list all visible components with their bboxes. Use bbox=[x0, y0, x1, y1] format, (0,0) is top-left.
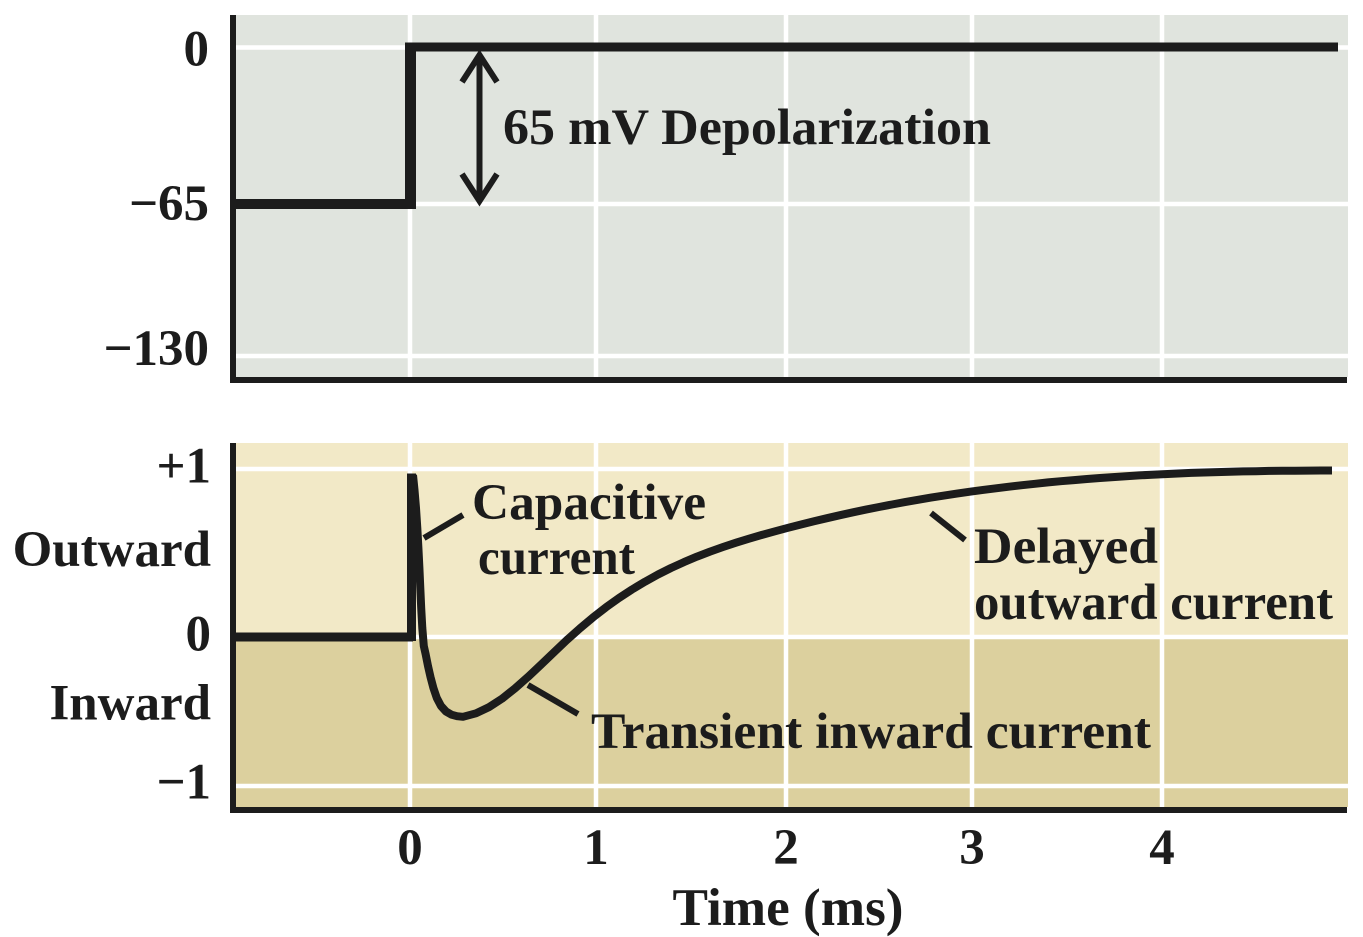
svg-text:0: 0 bbox=[186, 607, 212, 663]
svg-text:outward current: outward current bbox=[974, 575, 1333, 631]
svg-text:3: 3 bbox=[959, 820, 985, 876]
svg-text:4: 4 bbox=[1149, 820, 1175, 876]
svg-text:Delayed: Delayed bbox=[974, 519, 1158, 575]
svg-text:Capacitive: Capacitive bbox=[472, 475, 706, 531]
svg-text:Time (ms): Time (ms) bbox=[673, 879, 904, 937]
svg-text:2: 2 bbox=[773, 820, 799, 876]
svg-text:1: 1 bbox=[583, 820, 609, 876]
svg-text:0: 0 bbox=[184, 22, 210, 78]
svg-text:current: current bbox=[478, 530, 635, 586]
svg-text:Outward: Outward bbox=[13, 522, 211, 578]
svg-text:Transient inward current: Transient inward current bbox=[591, 704, 1151, 760]
svg-text:−1: −1 bbox=[156, 755, 211, 811]
svg-text:+1: +1 bbox=[156, 439, 211, 495]
svg-text:65 mV Depolarization: 65 mV Depolarization bbox=[503, 100, 991, 156]
svg-text:Inward: Inward bbox=[49, 676, 211, 732]
svg-text:0: 0 bbox=[397, 820, 423, 876]
svg-text:−130: −130 bbox=[103, 321, 209, 377]
svg-text:−65: −65 bbox=[129, 176, 209, 232]
